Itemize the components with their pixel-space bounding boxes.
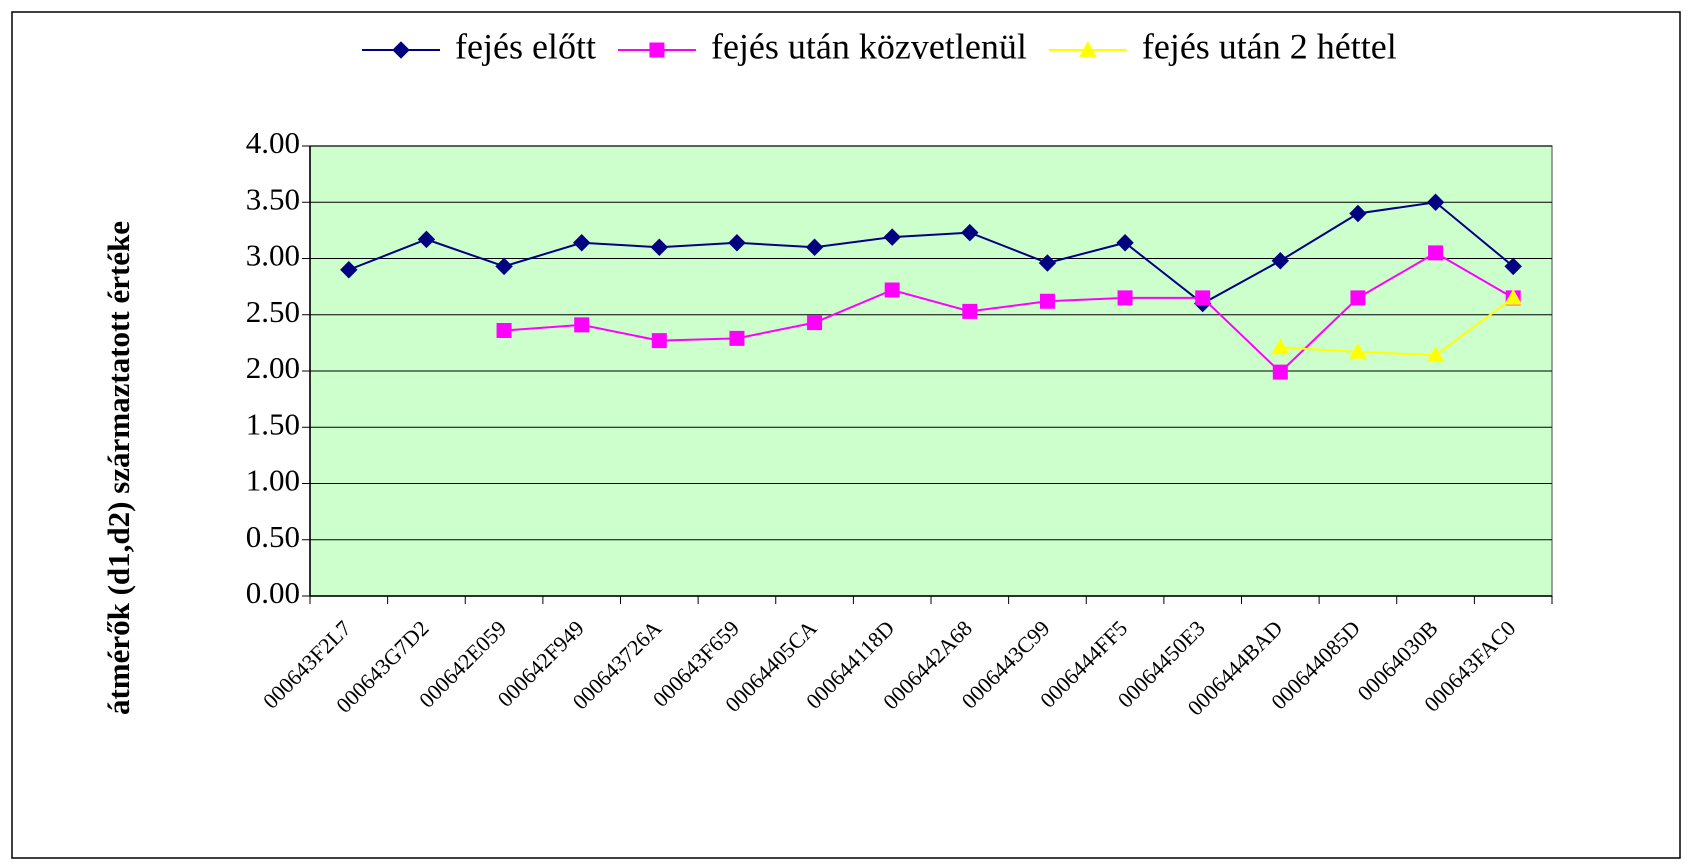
point [961,223,979,242]
point [1078,40,1097,57]
point [496,323,512,338]
y-tick-label: 2.50 [246,294,300,329]
point [417,230,436,249]
y-tick-label: 3.50 [246,181,300,216]
y-tick-label: 1.50 [246,406,300,441]
point [495,257,513,276]
point [1349,204,1367,223]
point [962,303,978,319]
point [807,315,823,331]
legend-label: fejés után 2 héttel [1142,26,1397,66]
point [392,41,410,59]
y-tick-label: 3.00 [246,238,300,273]
point [1350,290,1366,306]
y-tick-label: 4.00 [246,125,300,160]
point [1195,290,1211,306]
point [1117,290,1133,306]
point [1504,257,1522,276]
point [574,317,590,333]
point [650,238,669,256]
y-tick-label: 1.00 [246,463,300,498]
legend-item: fejés után közvetlenül [617,26,1027,66]
series-line [503,251,1514,374]
point [1271,252,1290,270]
point [884,282,900,298]
y-axis-label: átmérők (d1,d2) származtatott értéke [101,221,136,715]
y-tick-label: 2.00 [246,350,300,385]
y-tick-label: 0.00 [246,575,300,610]
point [1272,364,1288,380]
point [1426,346,1445,363]
point [1349,342,1367,359]
point [1426,193,1445,211]
legend-item: fejés után 2 héttel [1048,26,1397,66]
point [729,330,745,346]
point [572,234,591,252]
point [1504,288,1523,305]
point [805,238,824,256]
point [1116,234,1134,252]
legend-label: fejés előtt [455,26,596,66]
legend-label: fejés után közvetlenül [711,26,1027,66]
point [883,228,901,246]
point [651,333,667,349]
point [340,261,358,279]
point [1039,293,1055,309]
series-line [348,201,1514,305]
point [649,42,665,58]
point [1428,245,1444,261]
point [1271,338,1290,355]
point [1038,254,1057,272]
legend-item: fejés előtt [362,26,596,66]
series-line [1280,297,1514,357]
y-tick-label: 0.50 [246,519,300,554]
point [728,234,746,252]
